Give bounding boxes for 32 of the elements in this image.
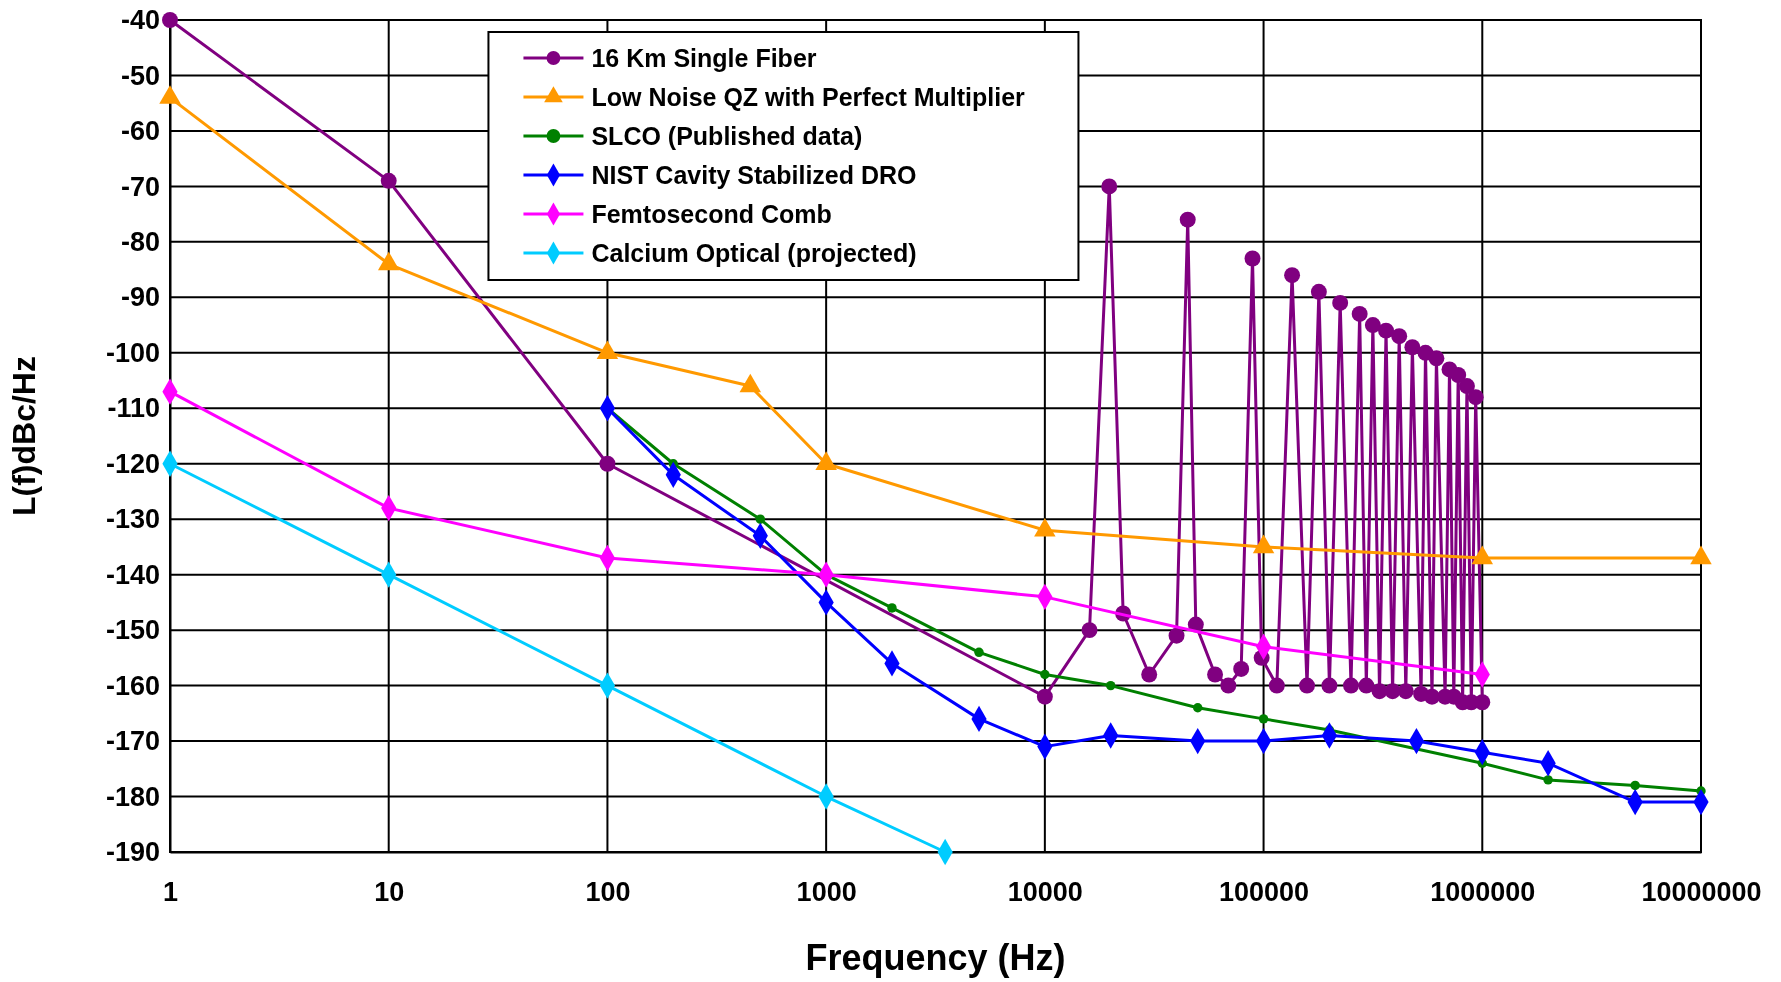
y-tick-label: -170 <box>105 726 160 757</box>
y-tick-label: -60 <box>120 116 160 147</box>
legend-label: Calcium Optical (projected) <box>591 239 917 267</box>
y-tick-label: -120 <box>105 448 160 479</box>
y-tick-label: -160 <box>105 670 160 701</box>
y-tick-label: -110 <box>107 393 160 424</box>
y-tick-label: -50 <box>120 60 160 91</box>
legend-label: 16 Km Single Fiber <box>591 44 817 72</box>
y-tick-label: -140 <box>105 559 160 590</box>
y-axis-title: L(f)dBc/Hz <box>6 356 42 516</box>
x-tick-label: 1 <box>162 877 179 908</box>
x-tick-label: 1000 <box>796 877 857 908</box>
y-tick-label: -180 <box>105 781 160 812</box>
legend-label: NIST Cavity Stabilized DRO <box>591 161 917 189</box>
y-tick-label: -130 <box>105 504 160 535</box>
legend-label: Femtosecond Comb <box>591 200 832 228</box>
y-tick-label: -70 <box>120 171 160 202</box>
x-tick-label: 100000 <box>1219 877 1310 908</box>
x-tick-label: 10000000 <box>1641 877 1762 908</box>
x-tick-label: 100 <box>585 877 631 908</box>
legend-label: Low Noise QZ with Perfect Multiplier <box>591 83 1026 111</box>
y-tick-label: -150 <box>105 615 160 646</box>
x-tick-label: 10000 <box>1007 877 1083 908</box>
y-tick-label: -100 <box>105 337 160 368</box>
y-tick-label: -190 <box>105 837 160 868</box>
legend-label: SLCO (Published data) <box>591 122 863 150</box>
x-tick-label: 10 <box>374 877 405 908</box>
y-tick-label: -40 <box>120 5 160 36</box>
x-tick-label: 1000000 <box>1430 877 1536 908</box>
y-tick-label: -80 <box>120 227 160 258</box>
y-tick-label: -90 <box>120 282 160 313</box>
x-axis-title: Frequency (Hz) <box>805 937 1066 978</box>
